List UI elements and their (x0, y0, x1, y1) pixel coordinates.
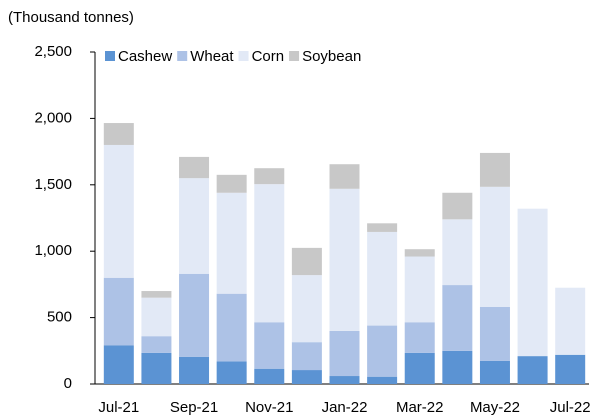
bar-segment (404, 249, 435, 257)
bar-segment (179, 178, 210, 274)
bar-segment (291, 370, 322, 384)
bar-segment (141, 291, 172, 298)
legend-swatch (105, 51, 115, 61)
bar-segment (555, 287, 586, 355)
bar-segment (329, 330, 360, 377)
bar-segment (141, 297, 172, 337)
bar-segment (442, 219, 473, 286)
bar-segment (179, 356, 210, 384)
y-tick-label: 0 (64, 375, 72, 392)
bar-segment (367, 325, 398, 377)
bar-segment (216, 192, 247, 294)
bar-segment (404, 322, 435, 353)
bar-segment (254, 184, 285, 323)
bar-segment (291, 275, 322, 343)
bar-segment (404, 256, 435, 323)
legend-label: Corn (252, 48, 285, 65)
x-tick-label: Mar-22 (396, 399, 444, 416)
legend-label: Soybean (302, 48, 361, 65)
bar-segment (479, 306, 510, 361)
bar-segment (254, 368, 285, 384)
legend-swatch (177, 51, 188, 61)
bar-segment (329, 188, 360, 331)
bar-segment (141, 336, 172, 353)
bar-segment (329, 164, 360, 189)
bar-segment (479, 360, 510, 384)
bar-segment (367, 231, 398, 326)
y-tick-label: 1,000 (34, 242, 72, 259)
y-tick-label: 2,000 (34, 109, 72, 126)
bar-segment (254, 168, 285, 185)
y-tick-label: 2,500 (34, 43, 72, 60)
bar-segment (517, 208, 548, 357)
y-axis-label: (Thousand tonnes) (8, 9, 134, 26)
bar-segment (555, 354, 586, 384)
bar-segment (367, 376, 398, 384)
bar-segment (103, 345, 134, 384)
bar-segment (216, 174, 247, 193)
bar-segment (329, 376, 360, 384)
legend-label: Cashew (118, 48, 172, 65)
bar-segment (103, 144, 134, 278)
x-tick-label: May-22 (470, 399, 520, 416)
x-tick-label: Jan-22 (322, 399, 368, 416)
bar-segment (479, 152, 510, 187)
bar-segment (479, 186, 510, 307)
y-tick-label: 1,500 (34, 176, 72, 193)
bar-segment (179, 156, 210, 179)
bar-segment (179, 273, 210, 357)
bar-segment (103, 123, 134, 145)
y-tick-label: 500 (47, 309, 72, 326)
bar-segment (442, 350, 473, 384)
bar-segment (254, 322, 285, 369)
bar-segment (404, 352, 435, 384)
x-tick-label: Jul-22 (550, 399, 591, 416)
bar-segment (367, 223, 398, 232)
bar-segment (216, 361, 247, 384)
bar-segment (517, 356, 548, 384)
bar-segment (291, 342, 322, 371)
legend-swatch (289, 51, 300, 61)
x-tick-label: Nov-21 (245, 399, 293, 416)
legend-label: Wheat (190, 48, 234, 65)
bar-segment (141, 352, 172, 384)
bar-segment (291, 247, 322, 276)
x-tick-label: Jul-21 (98, 399, 139, 416)
legend-swatch (238, 51, 249, 61)
bar-segment (442, 285, 473, 351)
bar-segment (216, 293, 247, 362)
bar-segment (103, 277, 134, 346)
bar-segment (442, 192, 473, 220)
x-tick-label: Sep-21 (170, 399, 218, 416)
